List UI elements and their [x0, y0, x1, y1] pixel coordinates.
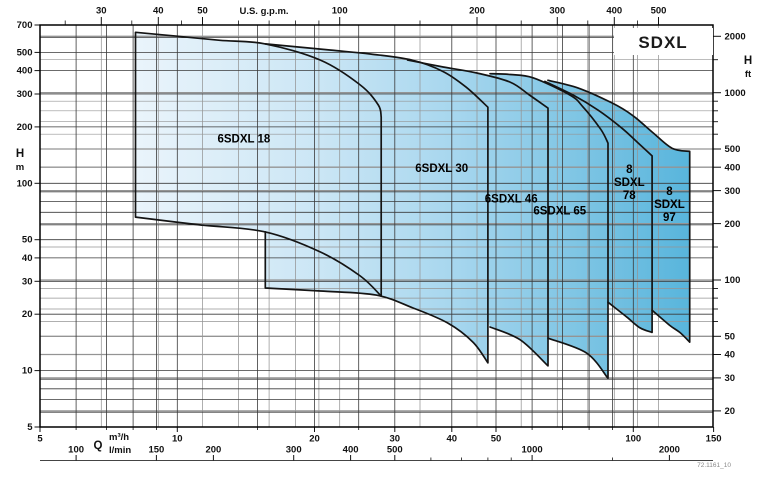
m-tick-label: 100	[17, 178, 33, 189]
m-tick-label: 30	[22, 276, 33, 287]
pump-label-8sdxl-78: SDXL	[614, 177, 645, 189]
flow-axis-m3h-unit: m³/h	[109, 432, 129, 443]
axis-ticks: 30 40 50 100 200 300 400 500 5 10 20 30 40 50 100 150 10…	[17, 6, 746, 462]
m-tick-label: 300	[17, 89, 33, 100]
m-tick-label: 200	[17, 122, 33, 133]
pump-label-6sdxl-30: 6SDXL 30	[415, 163, 468, 175]
right-axis-h-label: H	[744, 55, 752, 67]
envelope-outlines	[134, 31, 691, 380]
envelope-outline-6sdxl-46	[406, 59, 549, 367]
lmin-tick-label: 200	[205, 445, 221, 456]
m3h-tick-label: 50	[491, 434, 502, 445]
left-axis-m-unit: m	[16, 162, 24, 173]
m3h-tick-label: 20	[309, 434, 320, 445]
pump-label-8sdxl-78: 78	[623, 190, 636, 202]
ft-tick-label: 1000	[725, 88, 746, 99]
gpm-tick-label: 200	[469, 6, 485, 17]
flow-axis-q-label: Q	[94, 440, 103, 452]
gpm-tick-label: 100	[332, 6, 348, 17]
plot-border	[39, 24, 714, 428]
gpm-axis-label: U.S. g.p.m.	[239, 6, 288, 17]
title-background	[614, 28, 713, 55]
envelope-outline-6sdxl-30	[264, 43, 489, 364]
m-tick-label: 700	[17, 20, 33, 31]
m-tick-label: 20	[22, 309, 33, 320]
right-axis-ft-unit: ft	[745, 69, 752, 80]
grid-lines	[40, 25, 713, 427]
m3h-tick-label: 10	[172, 434, 183, 445]
lmin-tick-label: 150	[148, 445, 164, 456]
ft-tick-label: 30	[725, 373, 736, 384]
lmin-tick-label: 2000	[659, 445, 680, 456]
gpm-tick-label: 400	[606, 6, 622, 17]
ft-tick-label: 100	[725, 275, 741, 286]
gpm-tick-label: 500	[651, 6, 667, 17]
pump-label-6sdxl-46: 6SDXL 46	[485, 194, 538, 206]
m-tick-label: 50	[22, 235, 33, 246]
m-tick-label: 5	[27, 422, 33, 433]
envelope-outline-6sdxl-18	[134, 31, 383, 297]
envelope-fills	[135, 32, 690, 379]
lmin-tick-label: 1000	[522, 445, 543, 456]
ft-tick-label: 200	[725, 219, 741, 230]
pump-label-6sdxl-65: 6SDXL 65	[533, 206, 586, 218]
lmin-tick-label: 100	[68, 445, 84, 456]
ft-tick-label: 400	[725, 162, 741, 173]
left-axis-h-label: H	[16, 148, 24, 160]
envelope-outline-8sdxl-97	[547, 79, 691, 343]
lmin-tick-label: 300	[286, 445, 302, 456]
chart-title-box: SDXL	[614, 28, 713, 55]
ft-tick-label: 500	[725, 144, 741, 155]
envelope-outline-8sdxl-78	[544, 80, 653, 334]
pump-label-6sdxl-18: 6SDXL 18	[217, 134, 270, 146]
m-tick-label: 10	[22, 366, 33, 377]
lmin-tick-label: 500	[387, 445, 403, 456]
gpm-tick-label: 50	[197, 6, 208, 17]
pump-label-8sdxl-97: 97	[663, 212, 676, 224]
pump-label-8sdxl-78: 8	[626, 164, 633, 176]
ft-tick-label: 2000	[725, 32, 746, 43]
pump-label-8sdxl-97: 8	[666, 186, 673, 198]
envelope-outline-6sdxl-65	[489, 72, 609, 380]
gpm-tick-label: 40	[153, 6, 164, 17]
ft-tick-label: 300	[725, 186, 741, 197]
m-tick-label: 40	[22, 253, 33, 264]
ft-tick-label: 20	[725, 406, 736, 417]
gpm-tick-label: 300	[549, 6, 565, 17]
pump-label-8sdxl-97: SDXL	[654, 199, 685, 211]
ft-tick-label: 50	[725, 332, 736, 343]
chart-title: SDXL	[638, 33, 687, 52]
m3h-tick-label: 30	[390, 434, 401, 445]
figure-code: 72.1161_10	[697, 462, 731, 469]
envelope-fill-8sdxl-97	[548, 80, 690, 343]
m3h-tick-label: 40	[447, 434, 458, 445]
gpm-tick-label: 30	[96, 6, 107, 17]
m-tick-label: 400	[17, 66, 33, 77]
flow-axis-lmin-unit: l/min	[109, 445, 131, 456]
m3h-tick-label: 100	[625, 434, 641, 445]
m-tick-label: 500	[17, 47, 33, 58]
lmin-tick-label: 400	[343, 445, 359, 456]
ft-tick-label: 40	[725, 350, 736, 361]
m3h-tick-label: 5	[37, 434, 43, 445]
axis-unit-labels: U.S. g.p.m. H m H ft Q m³/h l/min 72.116…	[16, 6, 752, 469]
m3h-tick-label: 150	[706, 434, 722, 445]
